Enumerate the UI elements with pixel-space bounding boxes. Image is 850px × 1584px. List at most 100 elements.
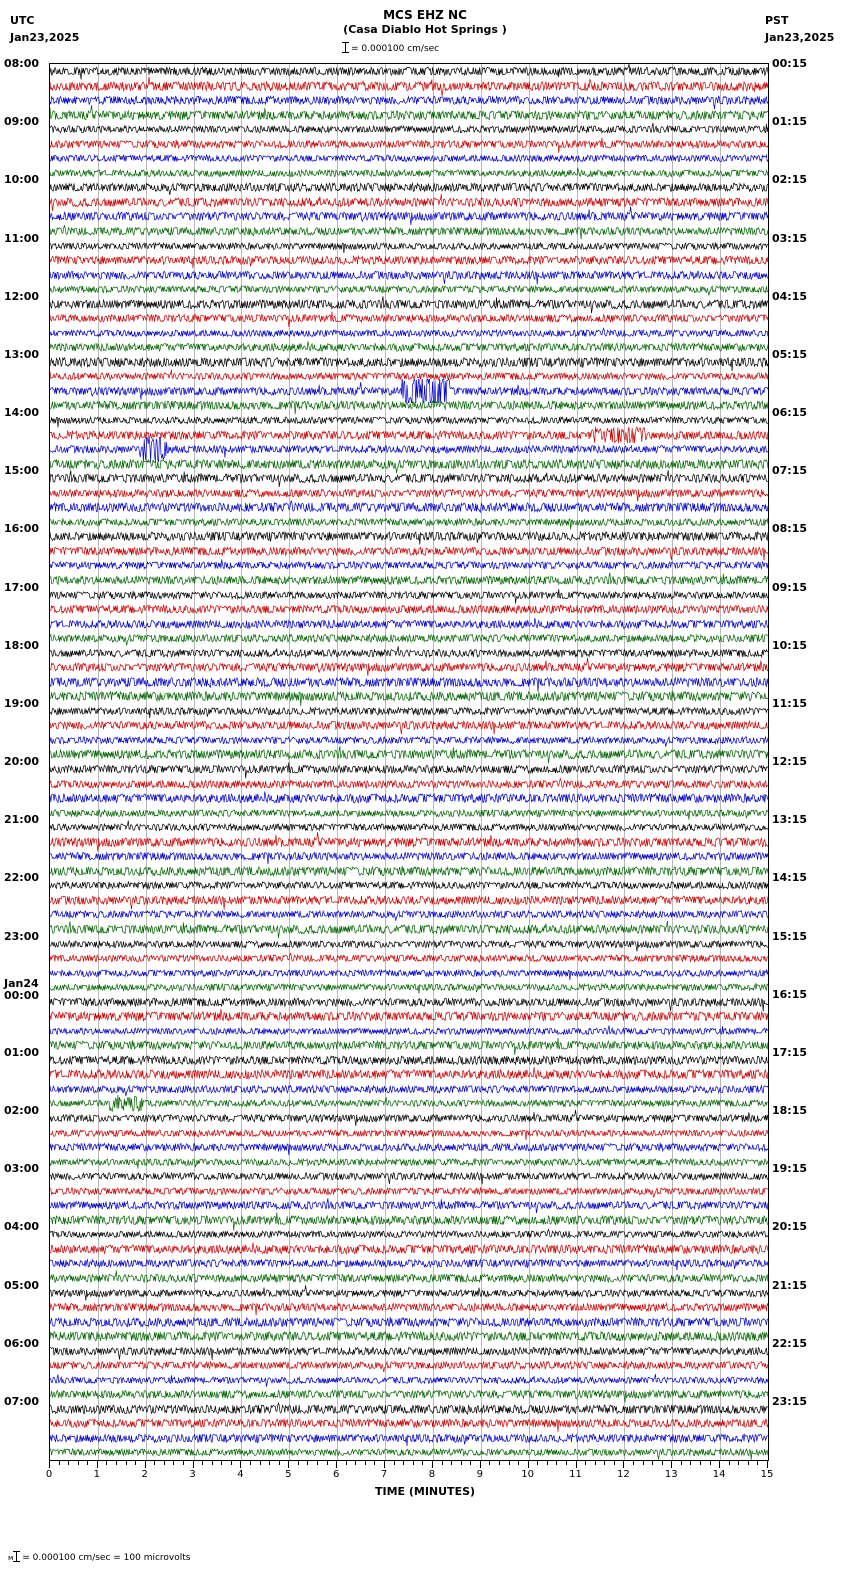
y-axis-label-left: 23:00 [4,929,40,943]
x-axis-minor-tick [364,1461,366,1465]
seismogram-trace [50,452,768,477]
x-axis-minor-tick [661,1461,663,1465]
x-axis-tick [49,1461,50,1468]
x-axis-minor-tick [412,1461,414,1465]
seismogram-trace [50,888,768,913]
x-axis-minor-tick [183,1461,185,1465]
x-axis-minor-tick [680,1461,682,1465]
seismogram-trace [50,1310,768,1335]
grid-line-minute-10 [528,64,530,1460]
seismogram-trace [50,670,768,695]
seismogram-trace [50,234,768,259]
x-axis-tick-label: 2 [141,1469,148,1480]
seismogram-trace [50,277,768,302]
seismogram-trace [50,946,768,971]
x-axis-tick-label: 10 [521,1469,535,1480]
x-axis-minor-tick [297,1461,299,1465]
seismogram-trace [50,350,768,375]
seismogram-trace [50,786,768,811]
y-axis-label-left: 05:00 [4,1278,40,1292]
seismogram-trace [50,481,768,506]
x-axis-minor-tick [317,1461,319,1465]
x-axis-minor-tick [326,1461,328,1465]
seismogram-trace [50,1251,768,1276]
y-axis-label-right: 03:15 [772,231,808,245]
seismogram-trace [50,1426,768,1451]
footer-mu: м [8,1554,14,1562]
x-axis-tick-label: 9 [476,1469,483,1480]
y-axis-label-left: 06:00 [4,1336,40,1350]
x-axis-minor-tick [269,1461,271,1465]
scale-legend: = 0.000100 cm/sec [342,40,439,54]
x-axis-tick [431,1461,433,1468]
seismogram-trace [50,1106,768,1131]
x-axis-minor-tick [221,1461,223,1465]
seismogram-trace [50,219,768,244]
seismogram-trace [50,306,768,331]
seismogram-trace [50,1266,768,1291]
x-axis-tick [575,1461,577,1468]
y-axis-label-right: 21:15 [772,1278,808,1292]
x-axis-minor-tick [259,1461,261,1465]
scale-bar-icon [342,42,349,53]
seismogram-trace [50,932,768,957]
x-axis-minor-tick [498,1461,500,1465]
seismogram-trace [50,713,768,738]
x-axis-minor-tick [393,1461,395,1465]
seismogram-trace [50,1324,768,1349]
x-axis-title: TIME (MINUTES) [374,1485,476,1498]
seismogram-trace [50,917,768,942]
chart-title: MCS EHZ NC [383,8,467,22]
seismogram-trace [50,655,768,680]
x-axis-minor-tick [738,1461,740,1465]
y-axis-label-left: 03:00 [4,1162,40,1176]
x-axis-tick-label: 0 [45,1469,53,1480]
seismogram-trace [50,1033,768,1058]
x-axis-minor-tick [565,1461,567,1465]
seismogram-trace [50,524,768,549]
y-axis-label-right: 17:15 [772,1045,808,1059]
y-axis-label-left: 15:00 [4,464,40,478]
y-axis-label-left: 13:00 [4,347,40,361]
x-axis-tick [671,1461,673,1468]
x-axis-minor-tick [250,1461,252,1465]
seismogram-trace [50,1150,768,1175]
x-axis-minor-tick [728,1461,730,1465]
grid-line-minute-8 [432,64,434,1460]
grid-line-minute-4 [241,64,243,1460]
x-axis-minor-tick [556,1461,558,1465]
seismogram-trace [50,175,768,200]
seismogram-trace [50,117,768,142]
x-axis-tick [192,1461,194,1468]
x-axis-minor-tick [154,1461,156,1465]
x-axis-tick-label: 12 [617,1469,630,1480]
grid-line-minute-7 [385,64,387,1460]
seismogram-trace [50,393,768,418]
y-axis-label-left: 14:00 [4,406,40,419]
seismogram-trace [50,378,768,404]
x-axis-minor-tick [642,1461,644,1465]
x-axis-minor-tick [470,1461,472,1465]
utc-date: Jan23,2025 [10,31,80,44]
x-axis-minor-tick [451,1461,453,1465]
seismogram-trace [50,902,768,927]
grid-line-minute-3 [193,64,195,1460]
seismogram-trace [50,263,768,288]
x-axis-minor-tick [403,1461,405,1465]
seismogram-trace [50,466,768,491]
seismogram-trace [50,742,768,767]
x-axis-minor-tick [489,1461,491,1465]
seismogram-trace [50,292,768,317]
y-axis-label-left: 17:00 [4,580,40,594]
x-axis-minor-tick [652,1461,654,1465]
seismogram-trace [50,1440,768,1460]
grid-line-minute-14 [720,64,722,1460]
seismogram-trace [50,612,768,637]
x-axis-tick-label: 13 [664,1469,678,1480]
y-axis-label-right: 23:15 [772,1394,808,1408]
x-axis-minor-tick [604,1461,606,1465]
x-axis-minor-tick [135,1461,137,1465]
seismogram-trace [50,88,768,113]
x-axis-tick-label: 7 [380,1469,388,1480]
y-axis-label-right: 05:15 [772,347,808,361]
